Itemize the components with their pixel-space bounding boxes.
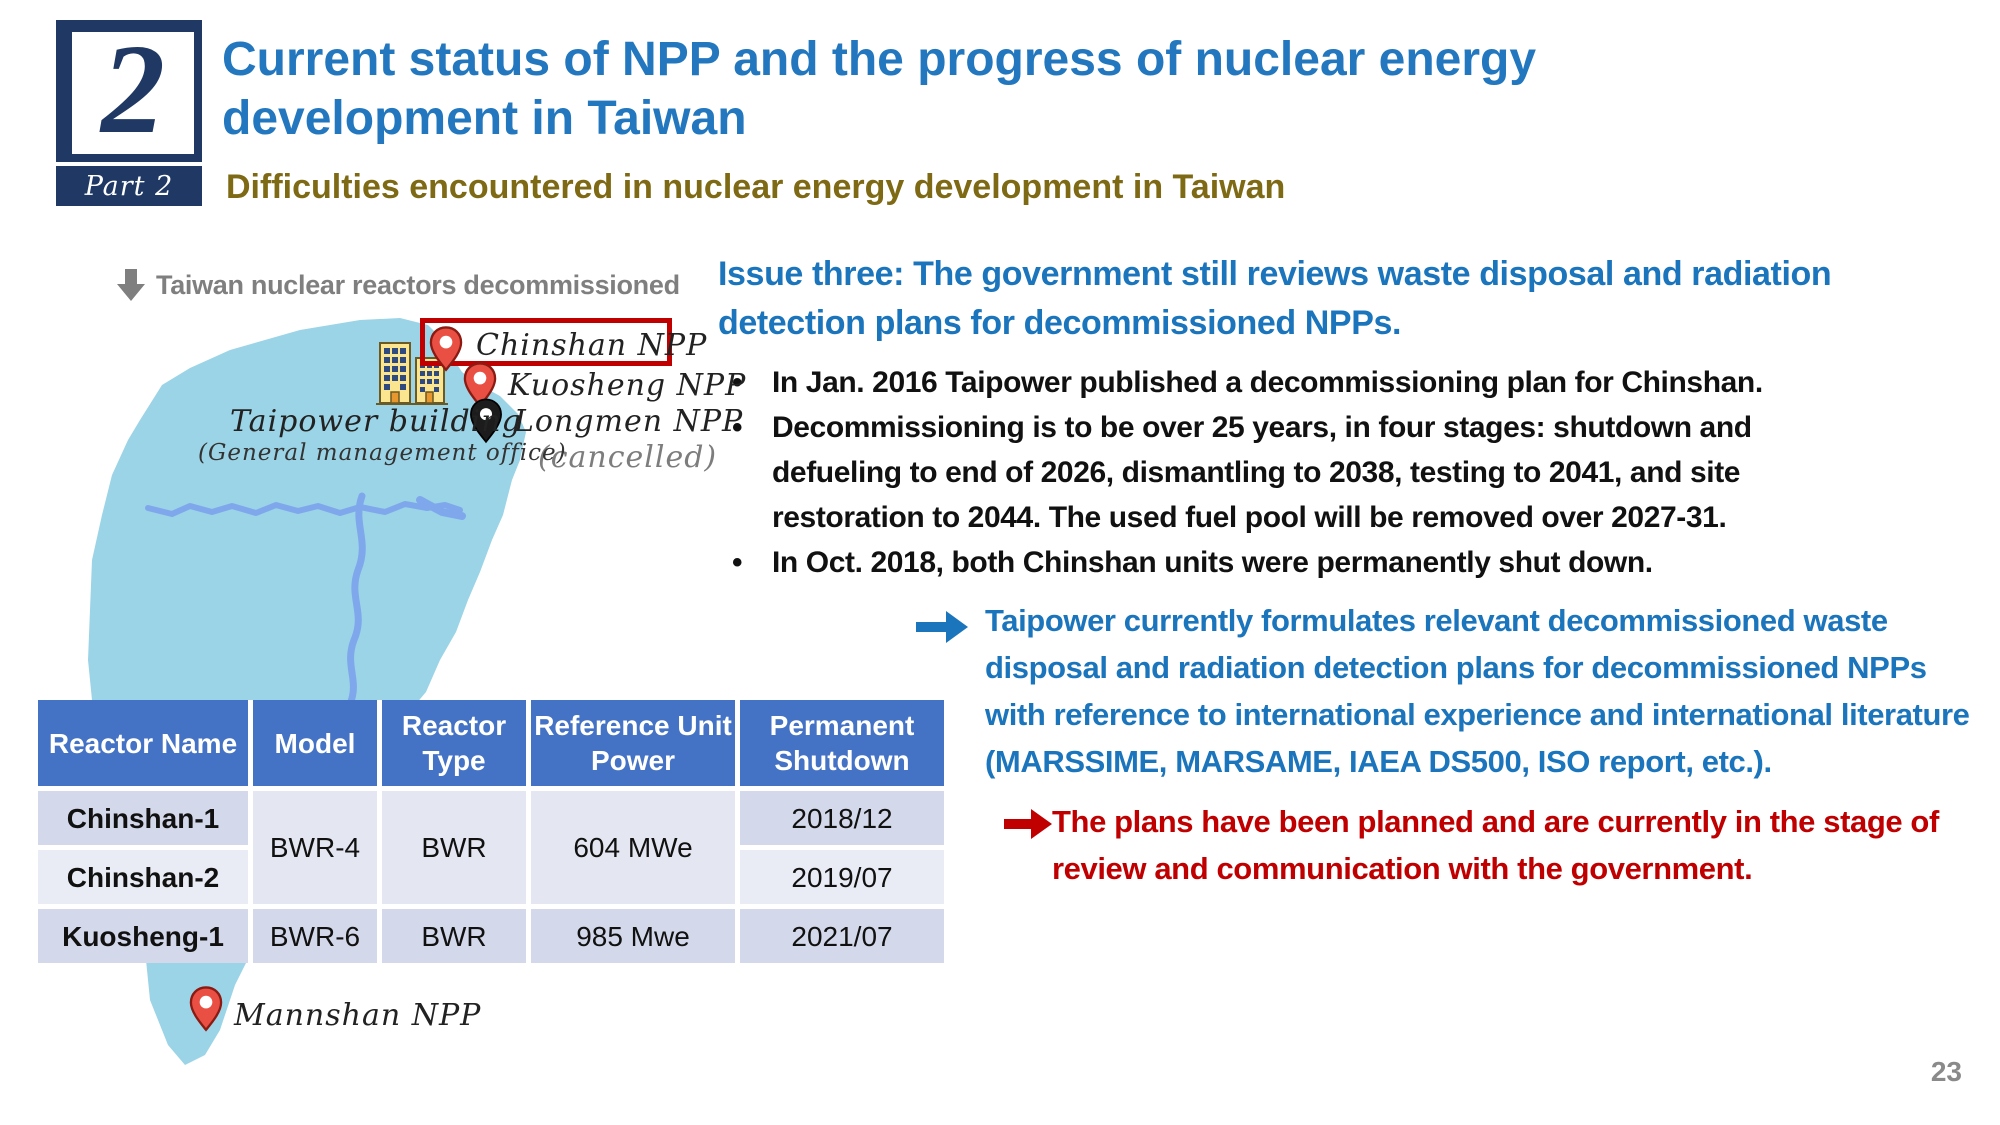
part-logo: 2: [56, 20, 202, 162]
reactor-table: Reactor Name Model Reactor Type Referenc…: [38, 700, 944, 963]
map-caption: Taiwan nuclear reactors decommissioned: [116, 268, 680, 302]
blue-callout-text: Taipower currently formulates relevant d…: [985, 603, 1970, 779]
longmen-cancelled-label: (cancelled): [538, 440, 718, 475]
table-header-shutdown: Permanent Shutdown: [740, 700, 944, 786]
taipower-building-label: Taipower building: [230, 404, 522, 439]
table-cell-chinshan1: Chinshan-1: [38, 791, 248, 845]
slide-subtitle: Difficulties encountered in nuclear ener…: [226, 168, 1286, 206]
taipower-building-sublabel: (General management office): [198, 440, 567, 466]
table-header-reactor-type: Reactor Type: [382, 700, 526, 786]
mannshan-label: Mannshan NPP: [234, 998, 482, 1033]
part-logo-inner: 2: [72, 25, 194, 154]
bullet-item: In Jan. 2016 Taipower published a decomm…: [722, 360, 1877, 405]
table-cell-shutdown-kuosheng: 2021/07: [740, 909, 944, 963]
red-callout-text: The plans have been planned and are curr…: [1052, 804, 1939, 886]
bullet-text: Decommissioning is to be over 25 years, …: [772, 411, 1752, 534]
table-header-unit-power: Reference Unit Power: [531, 700, 735, 786]
bullet-text: In Jan. 2016 Taipower published a decomm…: [772, 366, 1763, 399]
bullet-item: In Oct. 2018, both Chinshan units were p…: [722, 540, 1877, 585]
table-cell-chinshan2: Chinshan-2: [38, 850, 248, 904]
table-cell-power-kuosheng: 985 Mwe: [531, 909, 735, 963]
table-cell-kuosheng1: Kuosheng-1: [38, 909, 248, 963]
table-header-model: Model: [253, 700, 377, 786]
table-cell-power-chinshan: 604 MWe: [531, 791, 735, 904]
red-arrow-icon: [1004, 809, 1052, 839]
table-cell-type-kuosheng: BWR: [382, 909, 526, 963]
taiwan-river-horizontal: [145, 501, 463, 517]
page-number: 23: [1930, 1056, 1962, 1087]
blue-arrow-icon: [916, 611, 968, 643]
part-banner: Part 2: [56, 166, 202, 206]
longmen-label: Longmen NPP: [514, 404, 744, 439]
bullet-item: Decommissioning is to be over 25 years, …: [722, 405, 1877, 540]
table-cell-shutdown-chinshan1: 2018/12: [740, 791, 944, 845]
table-cell-shutdown-chinshan2: 2019/07: [740, 850, 944, 904]
bullet-text: In Oct. 2018, both Chinshan units were p…: [772, 546, 1653, 579]
slide-title-line1: Current status of NPP and the progress o…: [222, 33, 1537, 86]
chinshan-label: Chinshan NPP: [476, 328, 708, 363]
mannshan-pin-icon: [189, 986, 223, 1032]
longmen-pin-icon: [470, 398, 502, 444]
chinshan-pin-icon: [429, 326, 463, 372]
slide-title-line2: development in Taiwan: [222, 92, 747, 145]
issue-bullets: In Jan. 2016 Taipower published a decomm…: [722, 360, 1877, 585]
kuosheng-label: Kuosheng NPP: [508, 368, 747, 403]
slide-title: Current status of NPP and the progress o…: [222, 30, 1822, 148]
part-number: 2: [101, 18, 165, 160]
taipower-building-icon: [376, 342, 448, 405]
issue-heading: Issue three: The government still review…: [718, 255, 1832, 342]
table-cell-type-chinshan: BWR: [382, 791, 526, 904]
map-caption-label: Taiwan nuclear reactors decommissioned: [156, 269, 680, 300]
down-arrow-icon: [117, 269, 145, 301]
table-cell-model-chinshan: BWR-4: [253, 791, 377, 904]
kuosheng-pin-icon: [463, 362, 497, 408]
taiwan-river-branch: [416, 496, 466, 520]
chinshan-highlight-box: [420, 318, 672, 366]
table-cell-model-kuosheng: BWR-6: [253, 909, 377, 963]
table-header-reactor-name: Reactor Name: [38, 700, 248, 786]
